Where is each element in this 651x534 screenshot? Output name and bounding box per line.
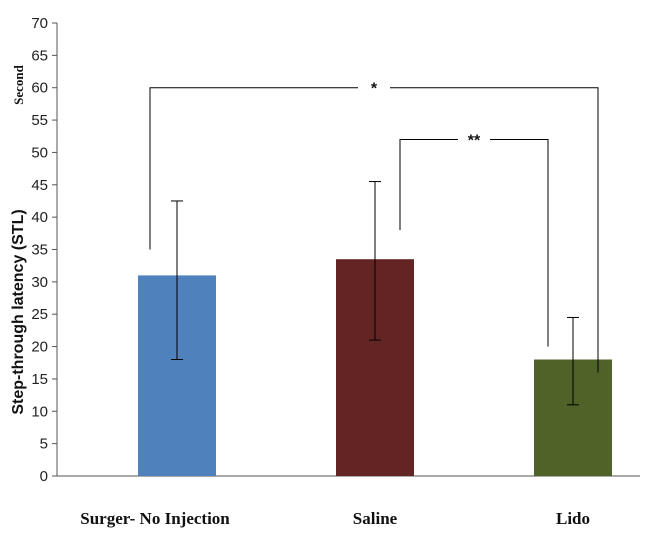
y-tick-label: 0 (40, 468, 48, 485)
y-tick-label: 25 (31, 306, 48, 323)
y-tick-label: 55 (31, 112, 48, 129)
y-tick-label: 60 (31, 80, 48, 97)
y-tick-label: 30 (31, 274, 48, 291)
category-label: Saline (353, 509, 398, 528)
y-tick-label: 35 (31, 242, 48, 259)
y-tick-label: 45 (31, 177, 48, 194)
category-label: Lido (556, 509, 590, 528)
bars (138, 259, 612, 476)
y-tick-label: 40 (31, 209, 48, 226)
y-tick-label: 50 (31, 144, 48, 161)
significance-label: * (371, 81, 378, 98)
category-labels: Surger- No Injection Saline Lido (80, 509, 590, 528)
y-axis-label: Step-through latency (STL) (10, 209, 27, 414)
error-bars (171, 181, 579, 406)
y-tick-label: 5 (40, 436, 48, 453)
y-tick-label: 10 (31, 403, 48, 420)
significance-label: ** (468, 132, 481, 149)
y-tick-label: 70 (31, 15, 48, 32)
category-label: Surger- No Injection (80, 509, 230, 528)
significance-brackets: *** (149, 81, 599, 373)
y-tick-label: 65 (31, 47, 48, 64)
y-tick-label: 20 (31, 339, 48, 356)
y-tick-label: 15 (31, 371, 48, 388)
y-axis-unit-label: Second (11, 64, 26, 105)
significance-bracket (149, 87, 599, 373)
y-axis: 0 5 10 15 20 25 30 35 40 45 50 55 60 65 70 (31, 15, 640, 485)
significance-bracket (399, 138, 549, 347)
